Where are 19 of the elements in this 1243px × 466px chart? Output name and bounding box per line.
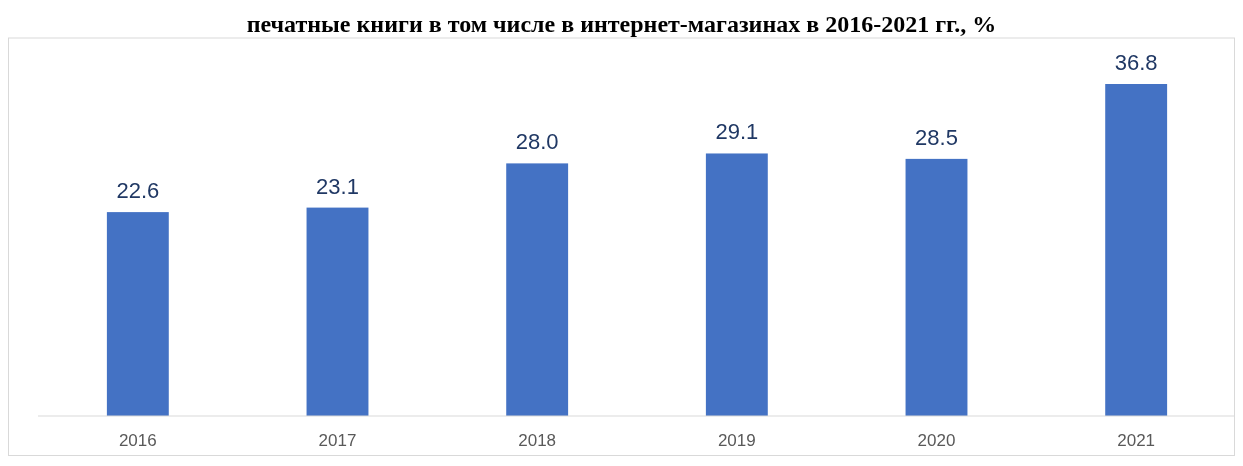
x-tick-label: 2021 — [1117, 431, 1156, 450]
data-label: 28.0 — [515, 129, 559, 155]
bar — [106, 212, 169, 416]
x-tick-label: 2017 — [318, 431, 357, 450]
bar — [1105, 84, 1168, 416]
data-label: 22.6 — [116, 178, 160, 204]
data-label: 23.1 — [316, 173, 359, 199]
data-label: 28.5 — [915, 124, 958, 150]
x-tick-label: 2018 — [518, 431, 557, 450]
bar — [506, 163, 569, 416]
data-label: 36.8 — [1114, 50, 1158, 75]
data-label: 29.1 — [715, 119, 759, 145]
bar — [905, 158, 968, 416]
chart-title: печатные книги в том числе в интернет-магазинах в 2016-2021 гг., % — [246, 11, 997, 37]
x-tick-label: 2019 — [717, 431, 756, 450]
x-tick-label: 2016 — [118, 431, 157, 450]
x-tick-label: 2020 — [917, 431, 956, 450]
bar — [306, 207, 369, 416]
bar — [705, 153, 768, 416]
